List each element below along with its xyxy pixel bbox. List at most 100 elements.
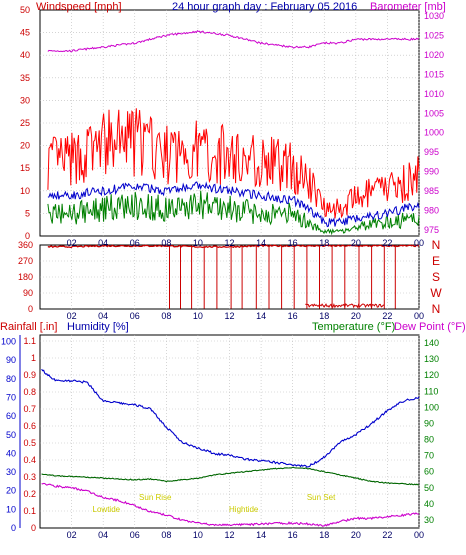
dir-x-tick-label: 20 xyxy=(351,311,361,321)
rainfall-tick-label: 0.1 xyxy=(23,506,36,516)
barometer-tick-label: 1020 xyxy=(424,50,444,60)
wind-y-tick-label: 0 xyxy=(25,231,30,241)
wind-x-tick-label: 04 xyxy=(98,238,108,248)
series-lines xyxy=(41,30,420,527)
temp-x-tick-label: 04 xyxy=(98,530,108,540)
barometer-tick-label: 1005 xyxy=(424,108,444,118)
wind-x-tick-label: 06 xyxy=(130,238,140,248)
temperature-tick-label: 30 xyxy=(424,515,434,525)
wind-y-tick-label: 10 xyxy=(20,186,30,196)
humidity-tick-label: 90 xyxy=(6,355,16,365)
barometer-tick-label: 975 xyxy=(424,225,439,235)
annotation-label: Sun Set xyxy=(307,493,336,502)
compass-label: N xyxy=(432,238,441,252)
rainfall-tick-label: 0.7 xyxy=(23,404,36,414)
dir-x-tick-label: 06 xyxy=(130,311,140,321)
direction-line xyxy=(47,244,420,249)
rainfall-tick-label: 0.3 xyxy=(23,472,36,482)
wind-blue-line xyxy=(47,181,420,228)
barometer-title: Barometer [mb] xyxy=(370,1,446,13)
barometer-line xyxy=(47,30,420,53)
rainfall-tick-label: 0.2 xyxy=(23,489,36,499)
dir-x-tick-label: 08 xyxy=(161,311,171,321)
wind-x-tick-label: 14 xyxy=(256,238,266,248)
temperature-tick-label: 60 xyxy=(424,467,434,477)
barometer-tick-label: 1010 xyxy=(424,89,444,99)
humidity-tick-label: 80 xyxy=(6,374,16,384)
wind-y-tick-label: 35 xyxy=(20,73,30,83)
temp-x-tick-label: 18 xyxy=(319,530,329,540)
dir-x-tick-label: 04 xyxy=(98,311,108,321)
temperature-tick-label: 50 xyxy=(424,483,434,493)
dir-x-tick-label: 10 xyxy=(193,311,203,321)
temp-x-tick-label: 22 xyxy=(382,530,392,540)
rainfall-tick-label: 0.9 xyxy=(23,370,36,380)
barometer-tick-label: 1015 xyxy=(424,69,444,79)
wind-x-tick-label: 18 xyxy=(319,238,329,248)
dir-x-tick-label: 16 xyxy=(288,311,298,321)
temperature-tick-label: 100 xyxy=(424,402,439,412)
dir-x-tick-label: 12 xyxy=(224,311,234,321)
temp-x-tick-label: 10 xyxy=(193,530,203,540)
humidity-tick-label: 0 xyxy=(11,523,16,533)
humidity-line xyxy=(41,368,420,468)
wind-x-tick-label: 16 xyxy=(288,238,298,248)
direction-y-tick-label: 180 xyxy=(18,272,33,282)
rainfall-tick-label: 1.1 xyxy=(23,336,36,346)
annotation-label: Sun Rise xyxy=(139,493,172,502)
compass-label: S xyxy=(432,270,440,284)
temp-x-tick-label: 00 xyxy=(414,530,424,540)
wind-y-tick-label: 5 xyxy=(25,208,30,218)
temperature-tick-label: 140 xyxy=(424,338,439,348)
rainfall-title: Rainfall [.in] xyxy=(0,321,57,333)
wind-y-tick-label: 40 xyxy=(20,50,30,60)
direction-y-tick-label: 90 xyxy=(23,288,33,298)
wind-y-tick-label: 50 xyxy=(20,5,30,15)
wind-x-tick-label: 20 xyxy=(351,238,361,248)
wind-y-tick-label: 30 xyxy=(20,95,30,105)
temp-x-tick-label: 14 xyxy=(256,530,266,540)
wind-y-tick-label: 45 xyxy=(20,28,30,38)
barometer-tick-label: 1025 xyxy=(424,30,444,40)
rainfall-tick-label: 0.6 xyxy=(23,421,36,431)
compass-label: N xyxy=(432,302,441,316)
wind-green-line xyxy=(47,190,420,236)
barometer-tick-label: 995 xyxy=(424,147,439,157)
dir-x-tick-label: 00 xyxy=(414,311,424,321)
grid-lines xyxy=(19,10,420,528)
dir-x-tick-label: 02 xyxy=(67,311,77,321)
temperature-title: Temperature (°F) xyxy=(312,321,395,333)
barometer-tick-label: 1000 xyxy=(424,128,444,138)
windspeed-line xyxy=(47,108,420,219)
dir-x-tick-label: 14 xyxy=(256,311,266,321)
barometer-tick-label: 990 xyxy=(424,167,439,177)
dir-x-tick-label: 22 xyxy=(382,311,392,321)
humidity-title: Humidity [%] xyxy=(67,321,129,333)
annotation-label: Hightide xyxy=(229,505,259,514)
temperature-tick-label: 90 xyxy=(424,418,434,428)
humidity-tick-label: 50 xyxy=(6,430,16,440)
compass-label: E xyxy=(432,254,440,268)
barometer-tick-label: 980 xyxy=(424,206,439,216)
dewpoint-line xyxy=(41,482,419,527)
direction-y-tick-label: 360 xyxy=(18,240,33,250)
humidity-tick-label: 100 xyxy=(1,337,16,347)
temperature-tick-label: 110 xyxy=(424,386,438,396)
wind-x-tick-label: 08 xyxy=(161,238,171,248)
wind-y-tick-label: 20 xyxy=(20,141,30,151)
temp-x-tick-label: 08 xyxy=(161,530,171,540)
temp-x-tick-label: 16 xyxy=(288,530,298,540)
barometer-tick-label: 1030 xyxy=(424,11,444,21)
wind-y-tick-label: 15 xyxy=(20,163,30,173)
wind-x-tick-label: 10 xyxy=(193,238,203,248)
rainfall-tick-label: 0 xyxy=(31,523,36,533)
annotation-label: Lowtide xyxy=(93,505,121,514)
dir-x-tick-label: 18 xyxy=(319,311,329,321)
temperature-tick-label: 70 xyxy=(424,451,434,461)
temperature-tick-label: 40 xyxy=(424,499,434,509)
wind-y-tick-label: 25 xyxy=(20,118,30,128)
direction-y-tick-label: 0 xyxy=(28,304,33,314)
wind-left-title: Windspeed [mph] xyxy=(36,1,122,13)
